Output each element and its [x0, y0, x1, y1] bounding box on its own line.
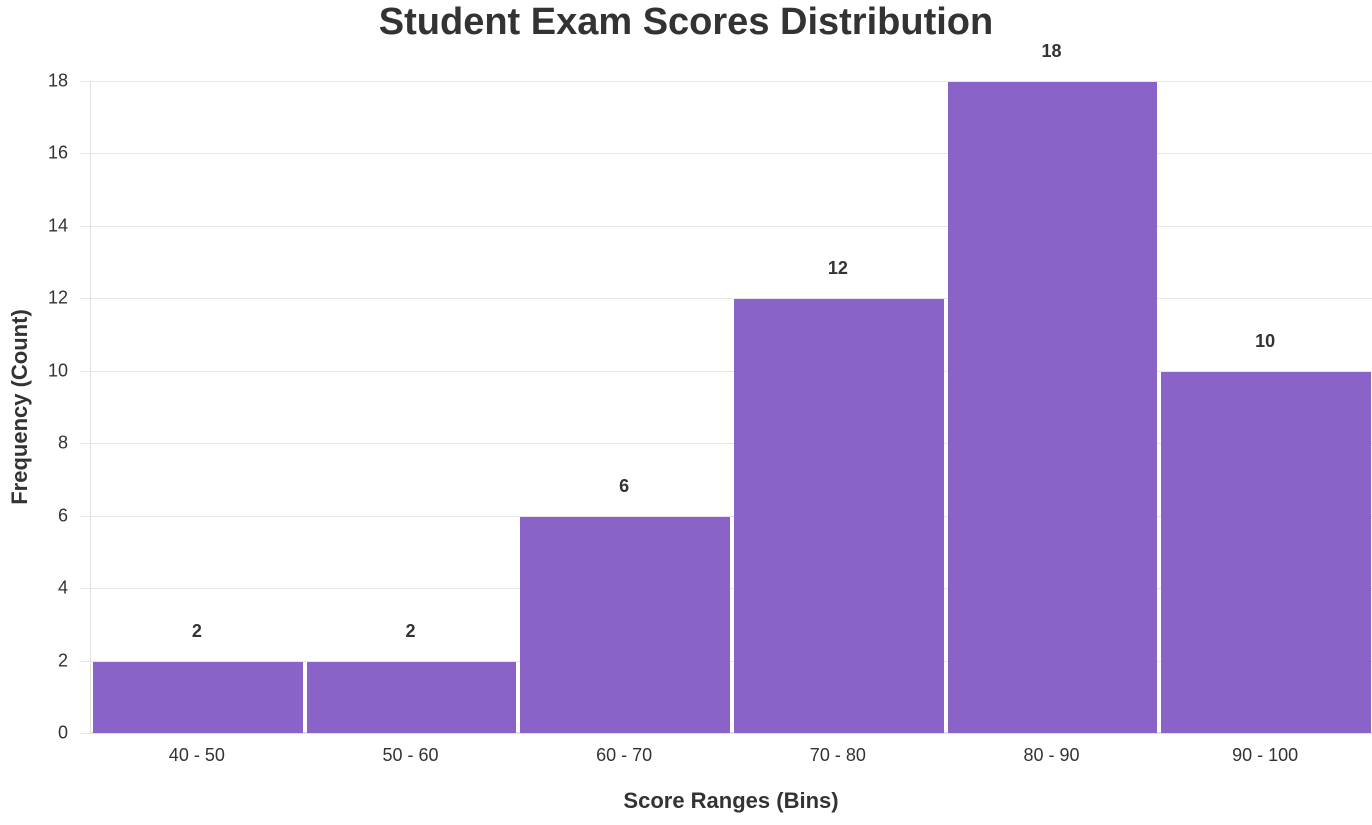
y-tick-label: 2 — [57, 650, 68, 671]
y-tick-mark — [80, 370, 90, 372]
gridline — [90, 660, 1372, 662]
y-tick-mark — [80, 81, 90, 82]
x-axis-title: Score Ranges (Bins) — [623, 788, 839, 813]
bar-value-label: 2 — [191, 620, 202, 641]
y-tick-mark — [80, 298, 90, 300]
histogram-bar[interactable] — [734, 299, 944, 733]
y-tick-mark — [80, 515, 90, 517]
x-tick-label: 90 - 100 — [1232, 745, 1299, 765]
bar-value-label: 12 — [827, 258, 848, 279]
histogram-bar[interactable] — [306, 661, 517, 733]
y-axis-line — [90, 81, 91, 733]
y-tick-label: 6 — [57, 505, 68, 526]
y-tick-mark — [80, 443, 90, 445]
y-axis-title: Frequency (Count) — [7, 309, 32, 505]
gridline — [90, 298, 1372, 300]
histogram-bar[interactable] — [947, 82, 1158, 733]
x-tick-label: 80 - 90 — [1023, 745, 1080, 765]
y-tick-mark — [80, 153, 90, 155]
histogram-bar[interactable] — [1161, 371, 1371, 733]
x-tick-label: 50 - 60 — [382, 745, 439, 765]
bar-value-label: 10 — [1255, 330, 1276, 351]
histogram-bar[interactable] — [520, 516, 730, 733]
x-tick-label: 60 - 70 — [596, 745, 653, 765]
y-tick-label: 18 — [47, 70, 68, 91]
y-tick-mark — [80, 733, 90, 734]
gridline — [90, 81, 1372, 82]
bar-value-label: 6 — [619, 475, 630, 496]
chart-title: Student Exam Scores Distribution — [378, 1, 994, 43]
bar-value-label: 2 — [405, 620, 416, 641]
y-tick-label: 14 — [47, 215, 68, 236]
gridline — [90, 225, 1372, 227]
y-tick-label: 16 — [47, 142, 68, 163]
x-tick-label: 40 - 50 — [168, 745, 225, 765]
y-tick-mark — [80, 225, 90, 227]
histogram-bar[interactable] — [93, 661, 303, 733]
bar-value-label: 18 — [1041, 41, 1062, 61]
x-tick-label: 70 - 80 — [809, 745, 866, 765]
y-tick-label: 0 — [57, 722, 68, 743]
gridline — [90, 515, 1372, 517]
y-tick-mark — [80, 588, 90, 590]
gridline — [90, 588, 1372, 590]
gridline — [90, 370, 1372, 372]
plot-area: 0 2 4 6 8 10 12 14 16 18 2 40 - 50 2 50 - 60 6 60 - 70 1… — [48, 41, 1372, 765]
y-tick-label: 8 — [57, 432, 68, 453]
y-tick-mark — [80, 660, 90, 662]
y-tick-label: 4 — [57, 577, 68, 598]
y-tick-label: 12 — [47, 287, 68, 308]
y-tick-label: 10 — [47, 360, 68, 381]
x-axis-line — [90, 732, 1372, 734]
gridline — [90, 153, 1372, 155]
gridline — [90, 443, 1372, 445]
